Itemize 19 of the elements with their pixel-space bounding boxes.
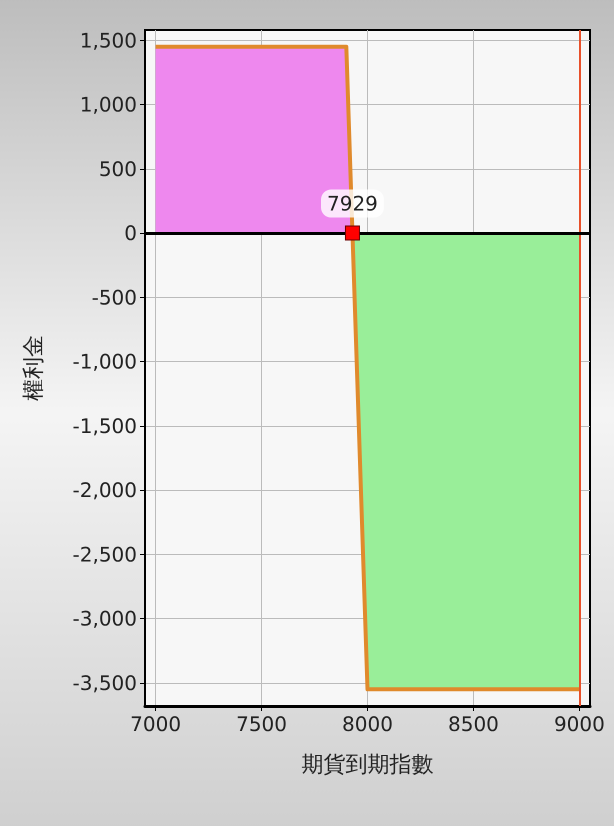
y-tick-label: -500 — [92, 285, 137, 310]
annotation: 7929 — [327, 192, 378, 216]
x-axis-title: 期貨到期指數 — [302, 752, 434, 778]
y-tick-label: -1,500 — [72, 414, 137, 438]
x-tick-label: 7000 — [130, 712, 182, 736]
x-tick-label: 9000 — [554, 712, 605, 736]
y-tick-label: -2,000 — [72, 478, 137, 502]
y-tick-label: 1,500 — [80, 28, 137, 52]
y-tick-label: -3,500 — [72, 670, 137, 695]
y-tick-label: -1,000 — [72, 350, 137, 374]
y-tick-label: 500 — [98, 156, 137, 181]
x-tick-label: 8500 — [448, 712, 499, 736]
y-tick-label: 1,000 — [80, 92, 137, 117]
x-tick-label: 7500 — [236, 712, 287, 736]
y-tick-label: 0 — [124, 221, 137, 246]
y-axis-title: 權利金 — [22, 335, 46, 401]
x-tick-label: 8000 — [342, 712, 393, 736]
y-tick-label: -3,000 — [72, 606, 137, 631]
y-tick-label: -2,500 — [72, 542, 137, 566]
